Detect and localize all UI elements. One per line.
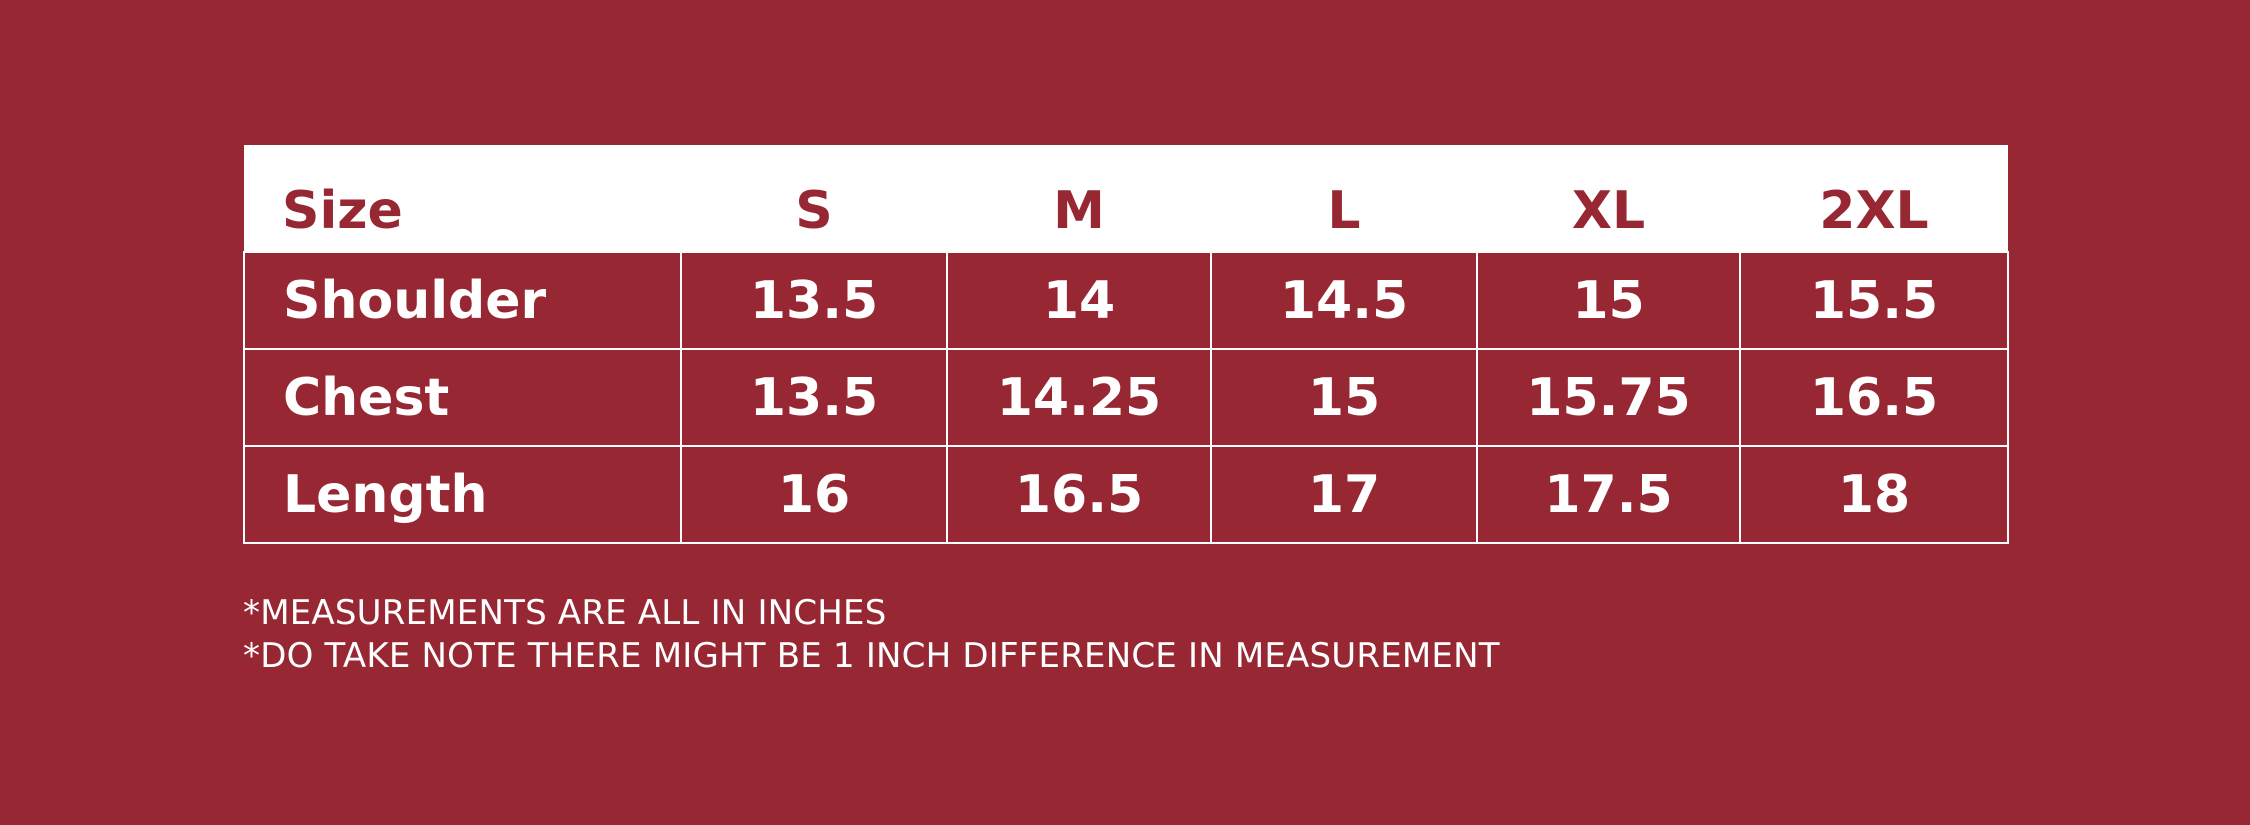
measurement-notes: *MEASUREMENTS ARE ALL IN INCHES *DO TAKE… bbox=[243, 592, 1500, 678]
chest-l: 15 bbox=[1210, 348, 1478, 447]
size-header-s: S bbox=[681, 145, 947, 252]
shoulder-l: 14.5 bbox=[1210, 251, 1478, 350]
length-m: 16.5 bbox=[946, 445, 1212, 544]
shoulder-m: 14 bbox=[946, 251, 1212, 350]
shoulder-xl: 15 bbox=[1476, 251, 1741, 350]
size-header-row: Size S M L XL 2XL bbox=[244, 145, 2008, 252]
length-xl: 17.5 bbox=[1476, 445, 1741, 544]
note-difference: *DO TAKE NOTE THERE MIGHT BE 1 INCH DIFF… bbox=[243, 636, 1500, 676]
size-header-2xl: 2XL bbox=[1740, 145, 2008, 252]
shoulder-2xl: 15.5 bbox=[1739, 251, 2009, 350]
size-header-m: M bbox=[947, 145, 1211, 252]
chest-m: 14.25 bbox=[946, 348, 1212, 447]
table-row-chest: Chest 13.5 14.25 15 15.75 16.5 bbox=[243, 348, 2009, 447]
table-row-shoulder: Shoulder 13.5 14 14.5 15 15.5 bbox=[243, 251, 2009, 350]
chest-s: 13.5 bbox=[680, 348, 948, 447]
size-header-label: Size bbox=[244, 145, 681, 252]
size-chart-table: Size S M L XL 2XL Shoulder 13.5 14 14.5 … bbox=[243, 145, 2009, 544]
row-label-length: Length bbox=[243, 445, 682, 544]
length-2xl: 18 bbox=[1739, 445, 2009, 544]
chest-xl: 15.75 bbox=[1476, 348, 1741, 447]
note-units: *MEASUREMENTS ARE ALL IN INCHES bbox=[243, 593, 887, 633]
length-s: 16 bbox=[680, 445, 948, 544]
row-label-chest: Chest bbox=[243, 348, 682, 447]
row-label-shoulder: Shoulder bbox=[243, 251, 682, 350]
chest-2xl: 16.5 bbox=[1739, 348, 2009, 447]
length-l: 17 bbox=[1210, 445, 1478, 544]
shoulder-s: 13.5 bbox=[680, 251, 948, 350]
size-header-xl: XL bbox=[1477, 145, 1740, 252]
table-row-length: Length 16 16.5 17 17.5 18 bbox=[243, 445, 2009, 544]
size-header-l: L bbox=[1211, 145, 1477, 252]
